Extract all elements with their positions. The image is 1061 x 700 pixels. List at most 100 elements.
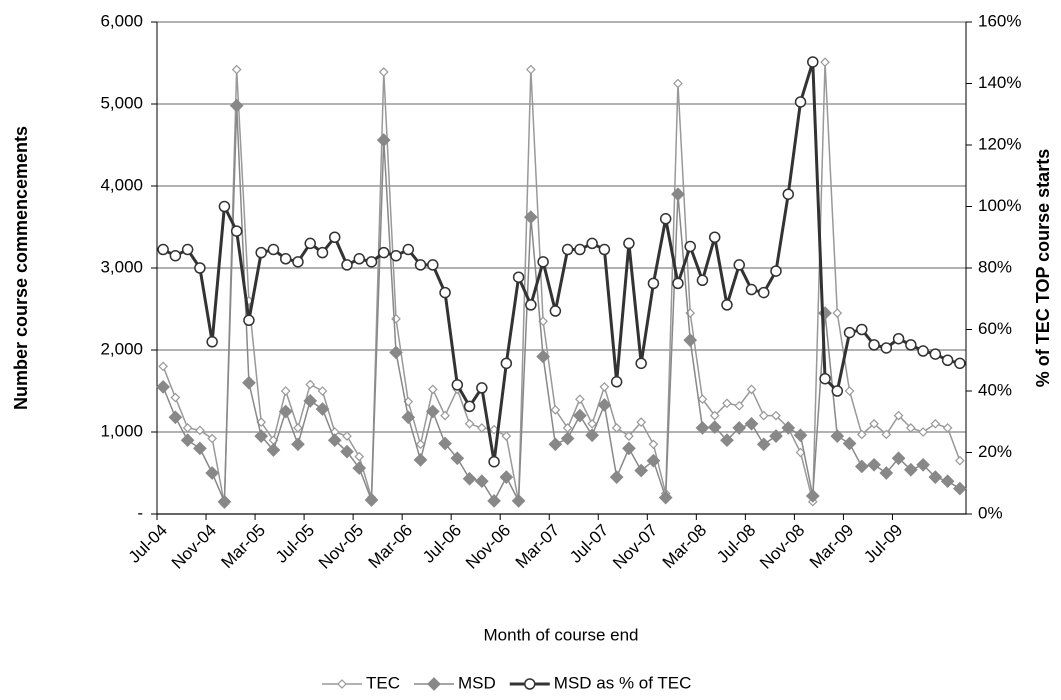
point [254,429,269,443]
point [499,470,514,484]
point [794,96,807,108]
point [353,253,365,265]
x-tick-label: Mar-07 [512,521,564,573]
series [158,57,965,510]
point [611,423,622,433]
y2-tick-label: 0% [978,503,1003,522]
point [303,393,318,408]
point [549,305,562,317]
point [623,237,635,250]
point [231,64,242,75]
point [378,67,389,77]
point [781,421,796,435]
point [450,451,465,466]
point [819,372,831,385]
legend-marker [337,679,347,689]
point [733,259,745,271]
point [758,286,770,299]
point [305,379,316,390]
y-tick-label: 5,000 [100,93,143,112]
point [930,418,941,429]
point [624,431,634,441]
point [843,326,856,339]
point [438,436,452,451]
y-tick-label: 4,000 [100,175,143,194]
point [293,423,303,433]
point [525,299,537,311]
point [365,256,378,268]
point [942,423,953,433]
point [708,231,721,243]
x-tick-label: Jul-05 [272,521,318,567]
x-tick-label: Jul-08 [713,521,759,567]
x-tick-label: Nov-04 [168,521,220,573]
point [376,133,391,147]
point [916,457,930,472]
point [820,57,830,68]
point [683,333,698,348]
point [402,243,415,256]
point [573,408,587,423]
point [880,342,893,354]
point [500,357,513,370]
point [414,259,427,271]
point [831,385,844,397]
legend-label: TEC [366,673,400,692]
point [327,433,342,448]
series [157,56,966,468]
point [488,455,500,468]
point [512,271,525,283]
point [440,410,450,421]
point [770,265,782,277]
point [842,436,857,451]
point [598,243,611,256]
point [844,386,855,396]
point [158,361,168,372]
point [609,470,624,484]
point [242,375,256,390]
point [684,240,696,253]
point [585,428,599,443]
y-tick-label: 6,000 [100,11,143,30]
point [648,439,659,450]
point [732,421,747,435]
x-axis-title: Month of course end [484,625,639,644]
point [928,470,943,484]
x-tick-label: Jul-04 [125,521,171,567]
point [180,433,195,448]
point [243,314,255,327]
series-line [162,105,961,504]
point [193,441,207,456]
x-tick-label: Nov-05 [315,521,367,573]
point [869,418,879,429]
point [940,474,955,489]
point [340,444,354,459]
point [610,376,623,388]
point [427,259,439,271]
point [229,98,244,113]
y2-tick-label: 60% [978,319,1012,338]
point [854,459,869,474]
point [673,78,683,89]
point [267,243,280,256]
point [659,213,672,225]
y2-axis-title: % of TEC TOP course starts [1033,149,1053,387]
point [217,494,232,509]
point [280,386,291,396]
point [536,349,550,364]
point [511,494,526,508]
point [474,474,489,489]
point [476,423,487,433]
point [279,253,292,265]
point [586,237,598,250]
x-tick-label: Nov-07 [609,521,661,573]
x-tick-label: Mar-06 [365,521,417,573]
point [769,429,783,443]
x-tick-label: Mar-05 [218,521,270,573]
point [560,431,575,446]
y-tick-label: 3,000 [100,257,143,276]
point [230,225,243,237]
point [575,394,585,405]
point [793,428,808,443]
point [501,431,512,441]
